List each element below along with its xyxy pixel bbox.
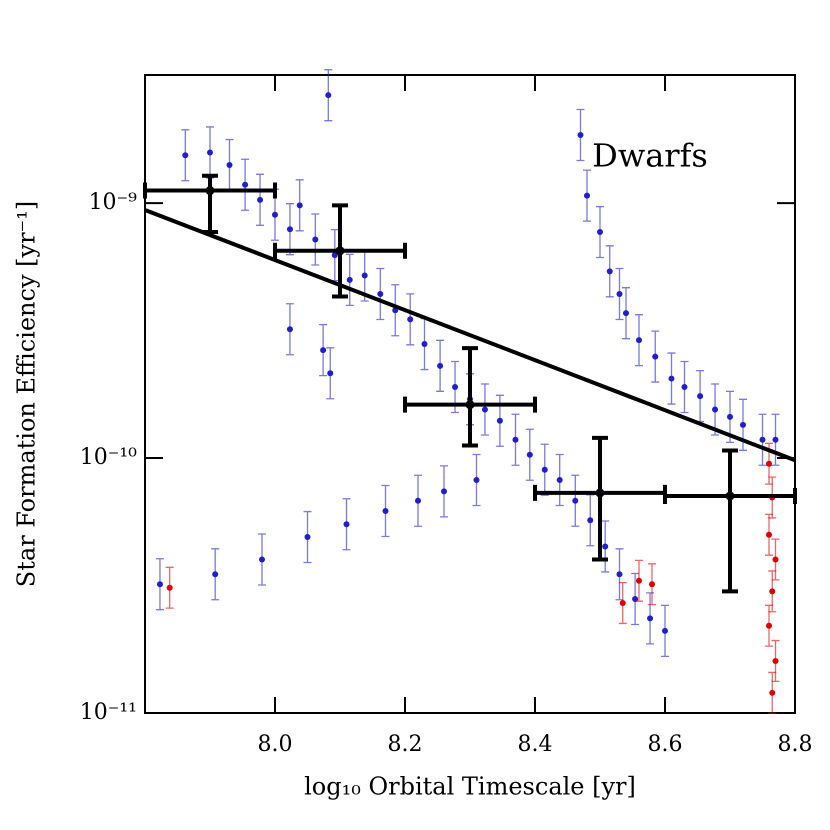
y-axis-label: Star Formation Efficiency [yr⁻¹] [13, 201, 41, 587]
point [407, 316, 414, 323]
x-tick-label: 8.2 [388, 732, 423, 757]
point [572, 497, 579, 504]
point [286, 326, 293, 333]
point [681, 383, 688, 390]
y-tick-label: 10⁻¹¹ [80, 700, 137, 725]
point [740, 421, 746, 428]
point [647, 615, 654, 622]
point [602, 543, 609, 550]
x-axis-label: log₁₀ Orbital Timescale [yr] [304, 773, 636, 801]
point [619, 600, 626, 607]
point [437, 362, 444, 369]
point [361, 272, 368, 279]
point [212, 571, 219, 578]
x-tick-label: 8.0 [258, 732, 293, 757]
bin-point [595, 488, 605, 498]
point [616, 290, 623, 297]
point [587, 517, 594, 524]
point [312, 236, 319, 243]
point [772, 436, 779, 443]
point [766, 460, 772, 467]
point [304, 534, 311, 541]
point [649, 581, 655, 588]
point [325, 92, 332, 99]
point [377, 290, 384, 297]
point [331, 252, 338, 259]
point [415, 497, 421, 504]
bin-y-error [722, 448, 738, 594]
point [496, 417, 503, 424]
bin-y-error [592, 435, 608, 562]
point [662, 627, 668, 634]
y-tick-label: 10⁻¹⁰ [80, 445, 137, 470]
point [632, 595, 639, 602]
bin-point [465, 400, 475, 410]
point [541, 466, 548, 473]
point [272, 211, 278, 218]
point [577, 131, 584, 138]
point [382, 507, 389, 514]
bin-point [205, 186, 215, 196]
plot-frame [144, 74, 796, 714]
point [606, 268, 613, 275]
annotation: Dwarfs [592, 137, 708, 175]
point [441, 488, 447, 495]
x-tick-label: 8.6 [648, 732, 683, 757]
point [712, 406, 719, 413]
point [584, 192, 590, 199]
bin-point [725, 491, 735, 501]
point [343, 521, 350, 528]
point [421, 341, 428, 348]
point [636, 577, 642, 584]
point [652, 353, 659, 360]
x-tick-label: 8.4 [518, 732, 553, 757]
point [623, 310, 629, 317]
point [772, 556, 779, 563]
point [769, 588, 776, 595]
x-tick-label: 8.8 [778, 732, 813, 757]
fit-line [144, 208, 796, 463]
point [242, 181, 249, 188]
point [668, 375, 675, 382]
y-tick-label: 10⁻⁹ [89, 190, 138, 215]
point [327, 370, 334, 377]
point [156, 581, 163, 588]
point [727, 413, 733, 420]
point [636, 337, 642, 344]
bin-y-error [202, 173, 218, 235]
point [759, 436, 766, 443]
bin-y-error [462, 346, 478, 448]
point [556, 477, 563, 484]
point [512, 436, 519, 443]
point [346, 276, 353, 283]
point [259, 556, 265, 563]
point [526, 451, 533, 458]
point [257, 196, 264, 203]
point [226, 162, 233, 169]
point [597, 229, 603, 236]
point [166, 584, 173, 591]
point [320, 347, 327, 354]
point [452, 383, 459, 390]
point [772, 657, 779, 664]
point [182, 152, 189, 159]
point [766, 622, 772, 629]
point [286, 226, 293, 233]
bin-point [335, 246, 345, 256]
point [473, 477, 480, 484]
point [616, 571, 623, 578]
point [481, 406, 488, 413]
point [207, 149, 213, 156]
point [769, 689, 776, 696]
point [697, 393, 704, 400]
point [296, 202, 303, 209]
point [766, 531, 772, 538]
